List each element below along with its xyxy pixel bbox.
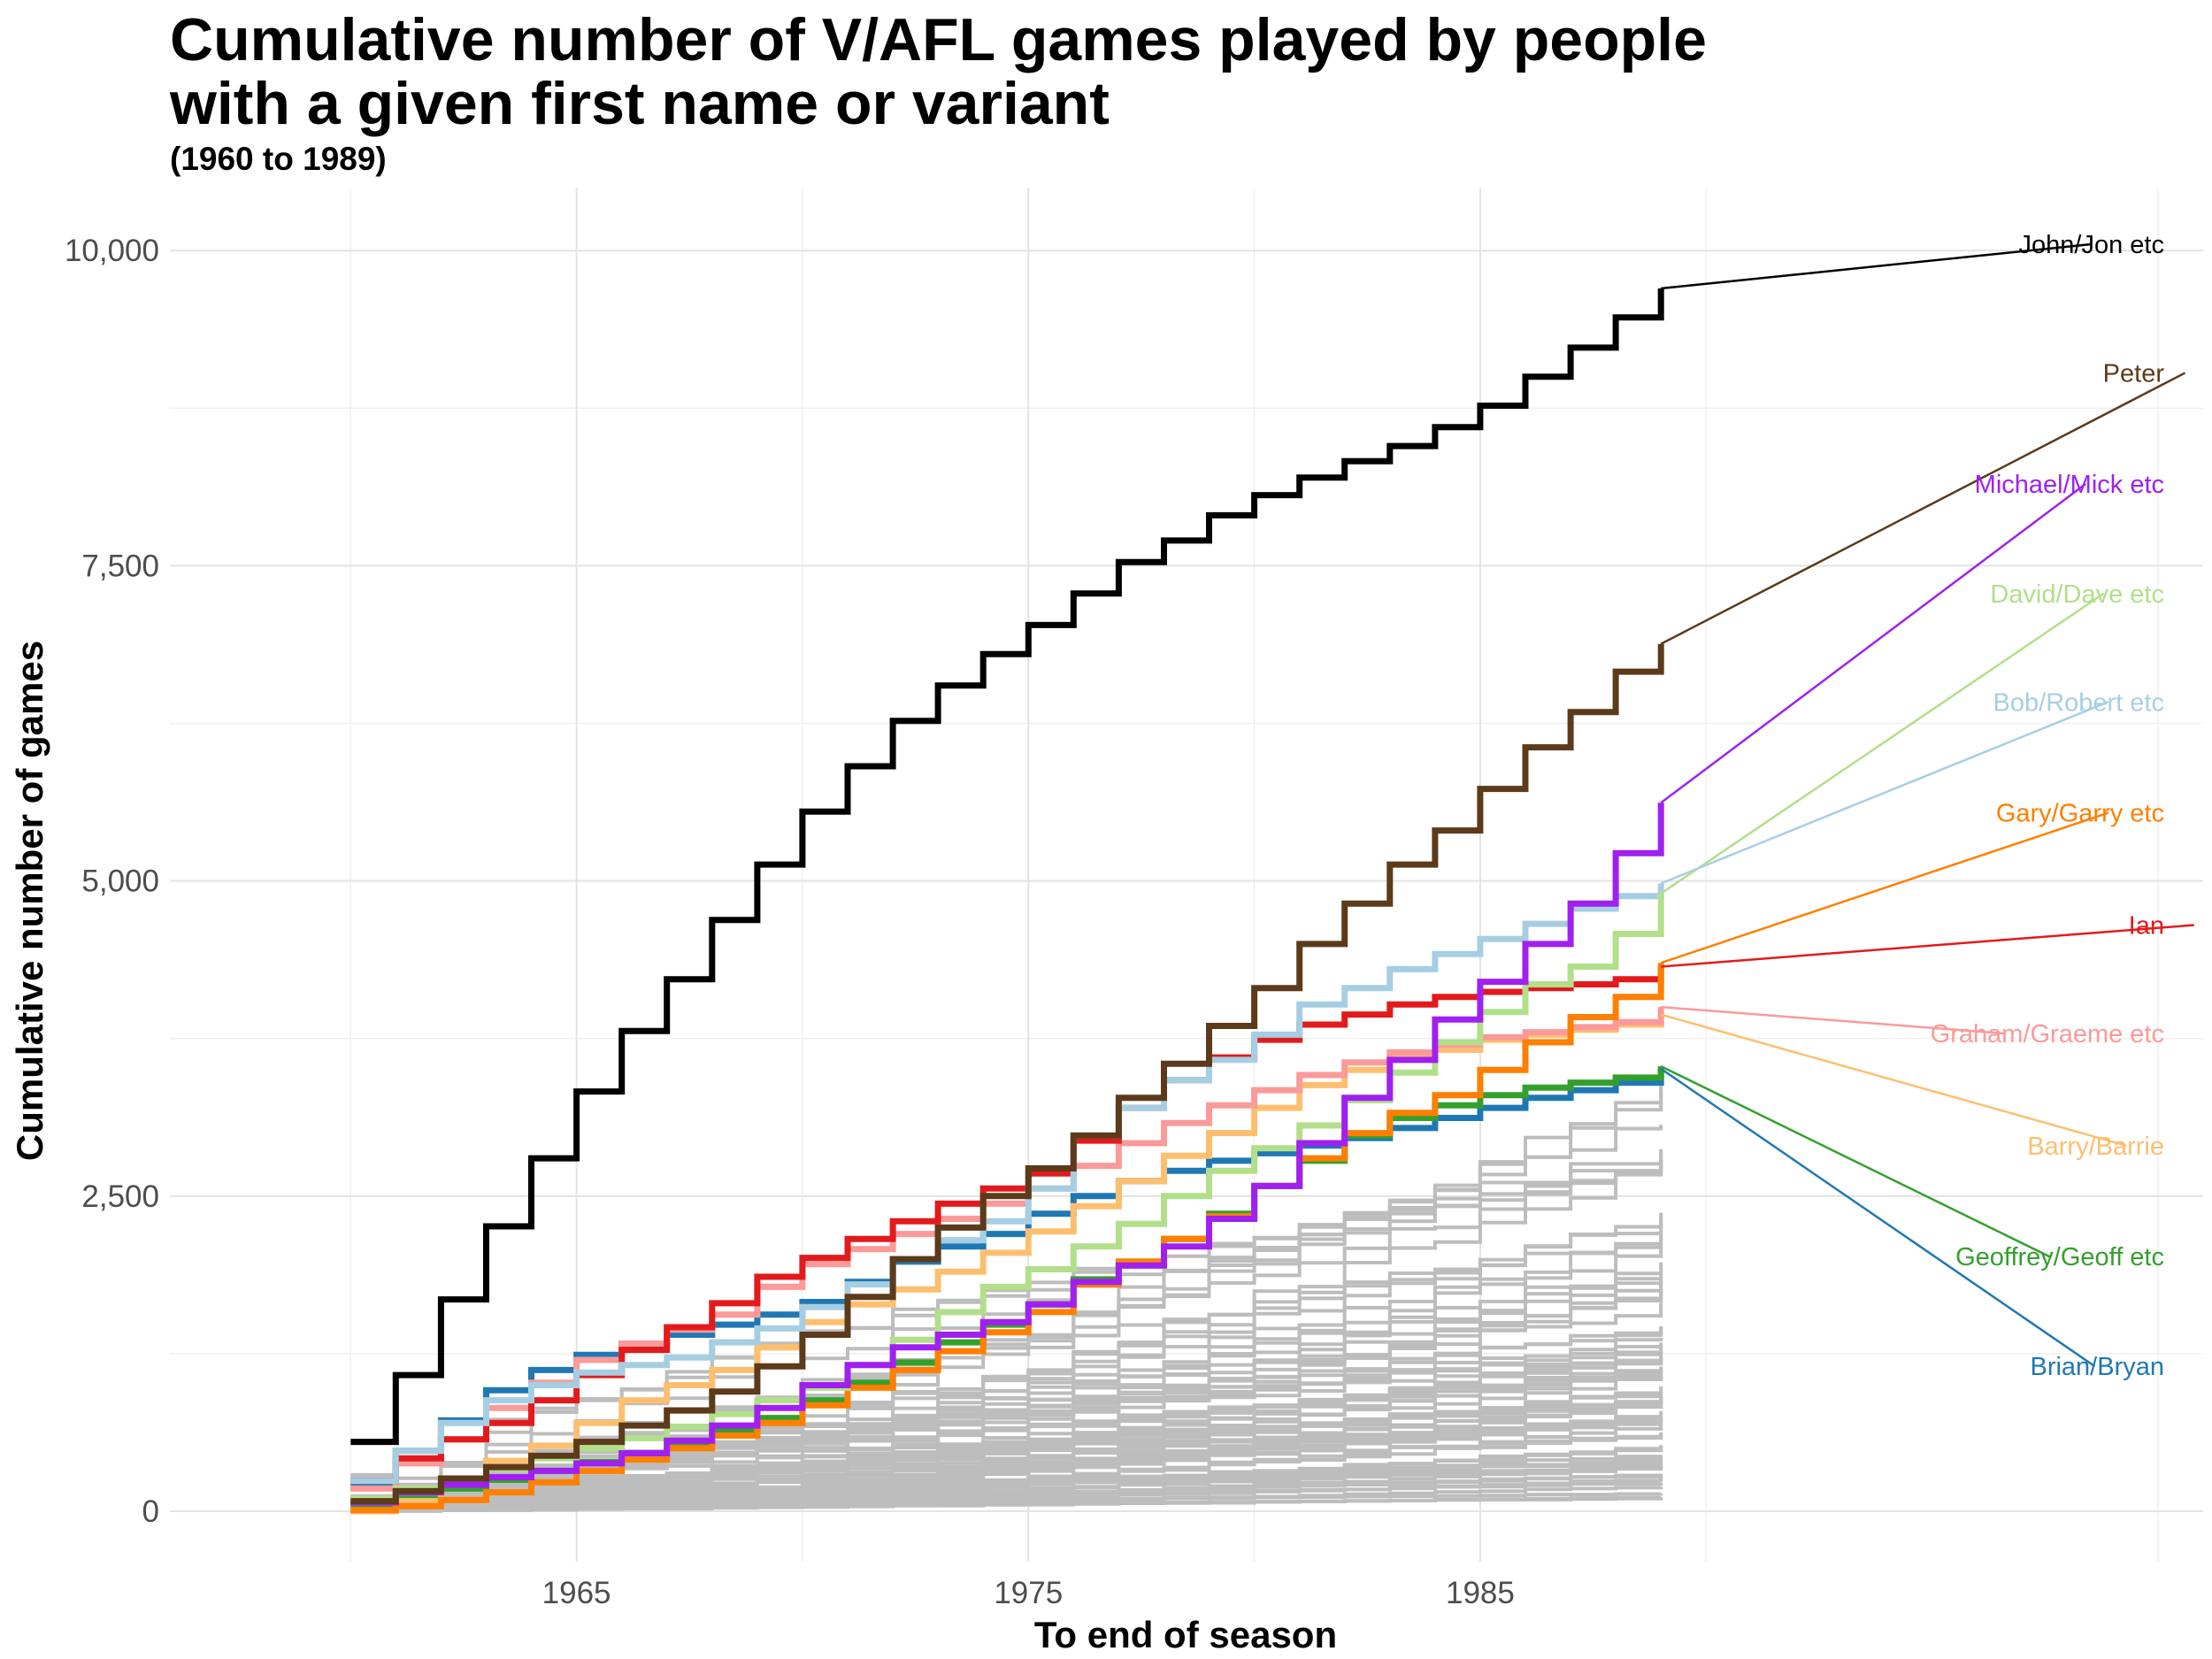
y-tick-label: 10,000 [65,234,159,268]
background-line [350,1391,1663,1509]
y-axis-ticks: 0 2,500 5,000 7,500 10,000 [65,234,159,1529]
label-leader-line [1661,242,2091,290]
background-line [350,1432,1663,1512]
x-tick-label: 1965 [542,1576,611,1610]
y-tick-label: 0 [142,1494,159,1529]
label-leader-line [1660,482,2086,804]
series-line [350,963,1664,1514]
series-line [350,803,1664,1506]
label-leader-line [1661,1005,2005,1035]
y-tick-label: 2,500 [81,1179,159,1214]
series-labels: John/Jon etc Peter Michael/Mick etc David/D… [1660,231,2194,1381]
series-label: Michael/Mick etc [1975,471,2164,499]
x-axis-title: To end of season [1034,1614,1337,1655]
background-line [350,1464,1663,1509]
background-line [350,1356,1663,1511]
label-leader-line [1660,372,2186,645]
chart-title-line-2: with a given first name or variant [169,70,1110,137]
series-label: David/Dave etc [1990,580,2164,609]
label-leader-line [1661,924,2194,968]
series-label: Barry/Barrie [2027,1133,2164,1161]
chart-subtitle: (1960 to 1989) [170,141,387,177]
series-label: Peter [2103,359,2165,388]
series-label: Geoffrey/Geoff etc [1955,1243,2164,1271]
grid [170,188,2203,1562]
label-leader-line [1660,1067,2096,1368]
label-leader-line [1660,701,2109,885]
x-tick-label: 1985 [1446,1576,1515,1610]
highlighted-series [350,288,1664,1515]
y-tick-label: 5,000 [81,864,159,899]
series-label: John/Jon etc [2019,231,2164,259]
series-label: Ian [2129,911,2164,940]
y-axis-title: Cumulative number of games [9,641,50,1161]
background-line [350,1089,1663,1502]
label-leader-line [1660,1013,2127,1148]
x-axis-ticks: 1965 1975 1985 [542,1576,1515,1610]
label-leader-line [1660,1064,2050,1258]
chart-title-line-1: Cumulative number of V/AFL games played … [170,6,1707,73]
series-label: Gary/Garry etc [1996,800,2164,828]
series-label: Bob/Robert etc [1993,688,2164,717]
series-line [350,883,1664,1485]
x-tick-label: 1975 [994,1576,1063,1610]
series-label: Brian/Bryan [2030,1353,2164,1381]
background-line [350,1463,1663,1512]
y-tick-label: 7,500 [81,549,159,583]
background-line [350,1478,1663,1513]
series-label: Graham/Graeme etc [1931,1020,2164,1048]
label-leader-line [1660,811,2109,964]
series-line [350,288,1664,1446]
series-line [350,643,1664,1505]
label-leader-line [1660,592,2105,895]
series-line [350,1014,1664,1515]
